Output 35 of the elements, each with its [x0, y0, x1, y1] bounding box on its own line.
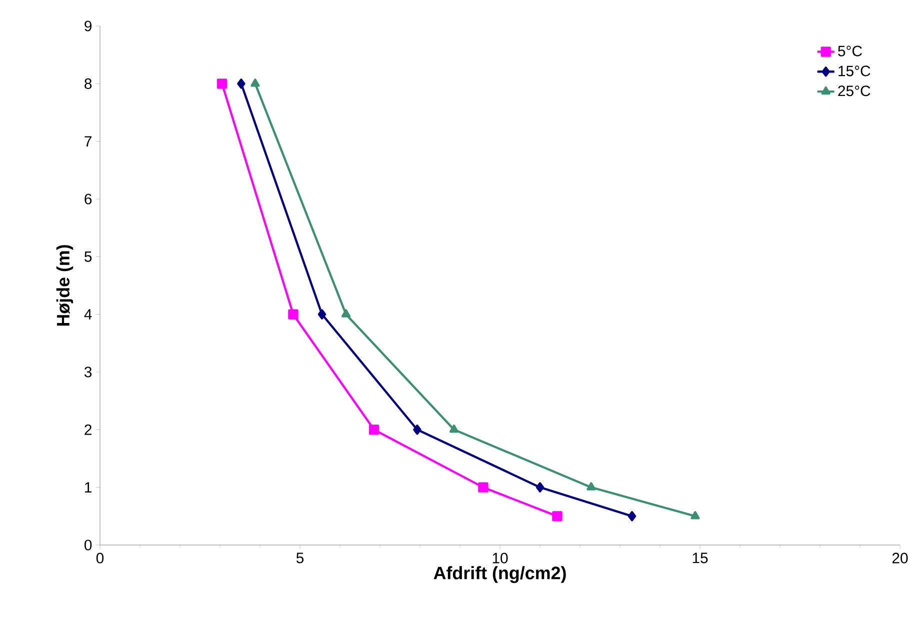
legend-label: 15°C	[838, 66, 870, 76]
point	[237, 78, 246, 89]
point	[690, 511, 700, 520]
y-tick-label: 4	[84, 309, 92, 320]
point	[318, 309, 326, 320]
y-tick-label: 9	[84, 20, 92, 32]
point	[413, 424, 422, 435]
y-tick-label: 6	[84, 194, 92, 204]
point	[478, 482, 488, 492]
point	[536, 482, 544, 492]
x-tick-label: 0	[96, 552, 104, 564]
x-tick-label: 10	[492, 552, 508, 564]
legend-label: 5°C	[838, 46, 862, 56]
legend-label: 25°C	[838, 86, 870, 96]
point	[628, 511, 636, 522]
point	[586, 482, 596, 490]
y-tick-label: 3	[84, 366, 92, 378]
y-tick-label: 5	[84, 251, 92, 262]
y-tick-label: 7	[84, 136, 92, 146]
point	[341, 309, 351, 318]
x-axis-title: Afdrift (ng/cm2)	[434, 566, 566, 583]
x-tick-label: 15	[692, 552, 708, 564]
point	[449, 424, 459, 433]
point	[216, 78, 228, 89]
y-tick-label: 0	[84, 540, 92, 550]
point	[288, 309, 298, 320]
y-tick-label: 1	[85, 482, 92, 492]
x-tick-label: 20	[892, 552, 908, 564]
y-tick-label: 2	[84, 424, 92, 435]
y-axis-title: Højde (m)	[56, 245, 74, 326]
x-tick-label: 5	[296, 552, 304, 564]
y-tick-label: 8	[84, 78, 92, 89]
point	[552, 511, 562, 522]
point	[368, 424, 380, 435]
point	[250, 78, 260, 87]
